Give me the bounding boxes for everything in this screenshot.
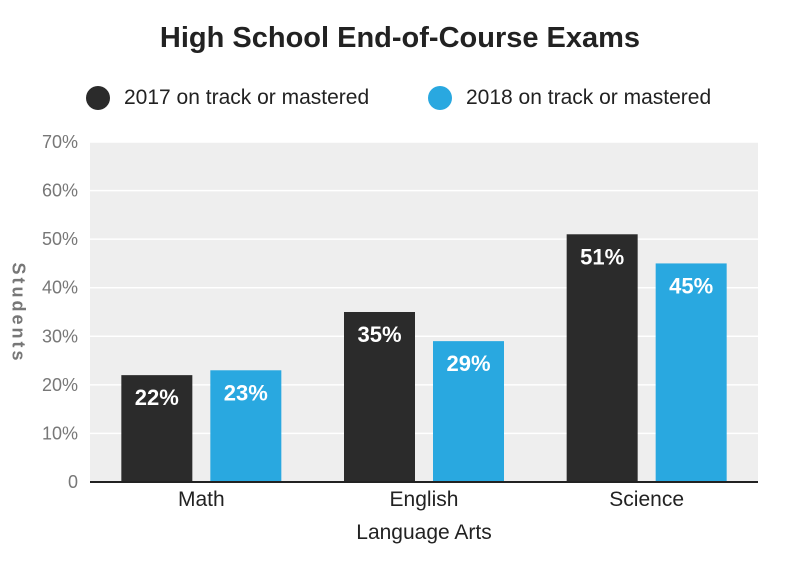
bar-1-0 <box>344 312 415 482</box>
data-label-2-0: 51% <box>580 244 624 269</box>
bar-0-0 <box>121 375 193 482</box>
bar-0-1 <box>210 370 282 482</box>
legend-swatch-2018-icon <box>428 86 452 110</box>
y-tick-label-3: 30% <box>42 326 78 346</box>
legend-label-2017: 2017 on track or mastered <box>124 86 370 109</box>
legend-item-2017: 2017 on track or mastered <box>86 82 369 114</box>
bar-2-1 <box>655 263 727 482</box>
bar-1-1 <box>433 341 504 482</box>
y-tick-label-5: 50% <box>42 229 78 249</box>
data-label-0-0: 22% <box>135 385 179 410</box>
chart-title: High School End-of-Course Exams <box>159 22 641 54</box>
x-tick-label-0: Math <box>178 488 225 511</box>
y-tick-label-1: 10% <box>42 423 78 443</box>
data-label-1-0: 35% <box>357 322 401 347</box>
legend-item-2018: 2018 on track or mastered <box>428 82 711 114</box>
data-label-0-1: 23% <box>224 380 268 405</box>
legend: 2017 on track or mastered 2018 on track … <box>0 82 800 114</box>
legend-label-2018: 2018 on track or mastered <box>466 86 712 109</box>
x-tick-label-2: Science <box>609 488 684 511</box>
y-tick-label-7: 70% <box>42 132 78 152</box>
data-label-1-1: 29% <box>446 351 490 376</box>
y-tick-label-6: 60% <box>42 181 78 201</box>
legend-swatch-2017-icon <box>86 86 110 110</box>
y-tick-label-2: 20% <box>42 375 78 395</box>
data-label-2-1: 45% <box>669 273 713 298</box>
x-tick-label-1-0: English <box>390 488 459 511</box>
plot-area <box>90 142 758 482</box>
x-tick-label-1-1: Language Arts <box>356 521 491 544</box>
y-tick-label-4: 40% <box>42 278 78 298</box>
y-tick-label-0: 0 <box>68 472 78 492</box>
bar-2-0 <box>566 234 638 482</box>
